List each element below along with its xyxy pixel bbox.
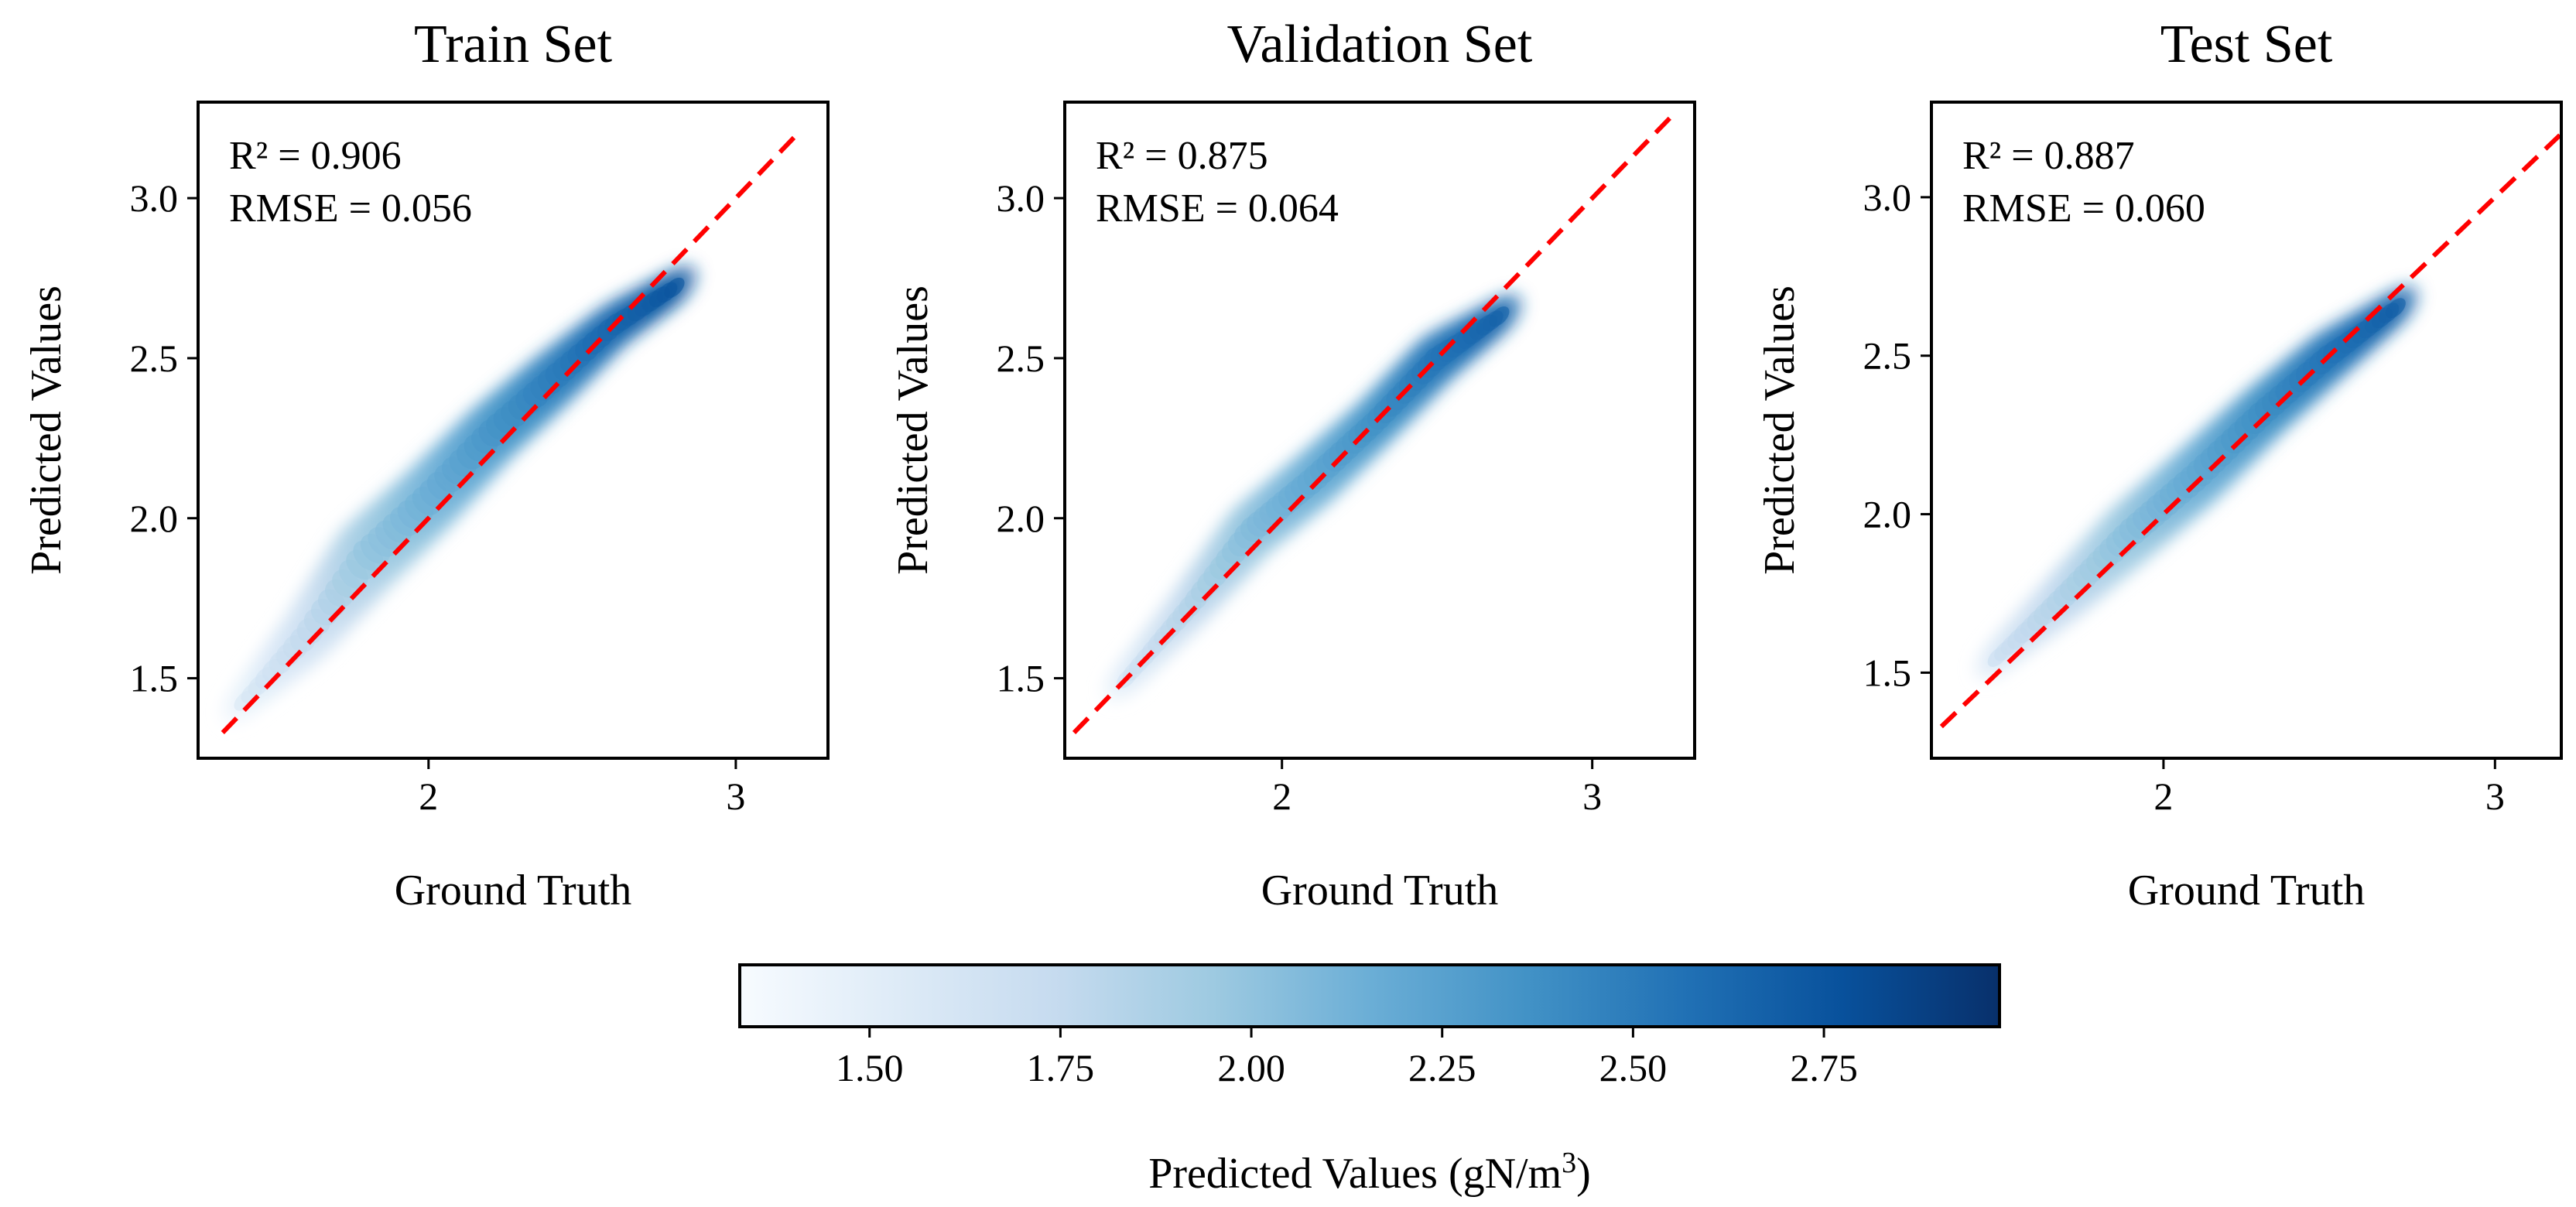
y-axis-label: Predicted Values bbox=[22, 286, 70, 575]
colorbar-frame bbox=[738, 963, 2001, 1028]
density-core bbox=[2385, 298, 2406, 319]
panel-title: Test Set bbox=[2160, 15, 2333, 74]
colorbar-tick-label: 2.75 bbox=[1790, 1046, 1858, 1089]
y-tick-label: 3.0 bbox=[1863, 176, 1912, 219]
colorbar-fill bbox=[740, 965, 2000, 1027]
rmse-annotation: RMSE = 0.056 bbox=[229, 186, 472, 231]
density-core bbox=[664, 277, 685, 299]
r2-annotation: R² = 0.887 bbox=[1962, 134, 2135, 178]
colorbar-tick-label: 2.25 bbox=[1408, 1046, 1476, 1089]
plot-frame bbox=[1930, 101, 2563, 760]
colorbar-tick-label: 1.75 bbox=[1027, 1046, 1095, 1089]
x-axis-label: Ground Truth bbox=[1261, 867, 1499, 915]
r2-annotation: R² = 0.906 bbox=[229, 134, 402, 178]
panel-title: Train Set bbox=[414, 15, 613, 74]
plot-frame bbox=[197, 101, 830, 760]
y-tick-label: 2.5 bbox=[997, 337, 1045, 380]
y-tick-label: 2.5 bbox=[130, 337, 179, 380]
panel-2: 2 3 1.5 2.0 2.5 3.0 Validation Set Ground Truth… bbox=[889, 15, 1696, 915]
x-axis-label: Ground Truth bbox=[395, 867, 632, 915]
colorbar-tick-label: 1.50 bbox=[836, 1046, 904, 1089]
colorbar-tick-label: 2.50 bbox=[1599, 1046, 1668, 1089]
y-tick-label: 3.0 bbox=[997, 176, 1045, 220]
rmse-annotation: RMSE = 0.064 bbox=[1096, 186, 1339, 231]
x-tick-label: 3 bbox=[726, 774, 745, 818]
panel-3: 2 3 1.5 2.0 2.5 3.0 Test Set Ground Truth Predic… bbox=[1756, 15, 2563, 915]
density-cloud bbox=[1974, 284, 2420, 681]
panel-1: 2 3 1.5 2.0 2.5 3.0 Train Set Ground Truth Predi… bbox=[22, 15, 830, 915]
colorbar-tick-label: 2.00 bbox=[1217, 1046, 1285, 1089]
density-core bbox=[1489, 306, 1510, 327]
x-tick-label: 2 bbox=[1272, 774, 1291, 818]
identity-reference-line bbox=[1939, 132, 2561, 729]
x-tick-label: 3 bbox=[2485, 774, 2505, 818]
identity-reference-line bbox=[221, 132, 799, 734]
y-tick-label: 3.0 bbox=[130, 176, 179, 220]
x-tick-label: 2 bbox=[2154, 774, 2173, 818]
identity-reference-line bbox=[1072, 116, 1672, 734]
x-tick-label: 2 bbox=[419, 774, 438, 818]
colorbar-label: Predicted Values (gN/m3) bbox=[1148, 1147, 1591, 1198]
y-tick-label: 1.5 bbox=[130, 657, 179, 700]
rmse-annotation: RMSE = 0.060 bbox=[1962, 186, 2205, 231]
y-tick-label: 2.0 bbox=[130, 497, 179, 540]
plot-frame bbox=[1063, 101, 1696, 760]
density-cloud bbox=[220, 264, 699, 725]
density-cloud bbox=[1103, 292, 1523, 703]
y-tick-label: 2.0 bbox=[997, 497, 1045, 540]
x-tick-label: 3 bbox=[1582, 774, 1602, 818]
r2-annotation: R² = 0.875 bbox=[1096, 134, 1268, 178]
panel-title: Validation Set bbox=[1227, 15, 1533, 74]
y-tick-label: 2.5 bbox=[1863, 334, 1912, 378]
y-tick-label: 1.5 bbox=[997, 657, 1045, 700]
y-tick-label: 2.0 bbox=[1863, 493, 1912, 536]
x-axis-label: Ground Truth bbox=[2128, 867, 2366, 915]
y-axis-label: Predicted Values bbox=[889, 286, 937, 575]
y-tick-label: 1.5 bbox=[1863, 651, 1912, 694]
colorbar: 1.50 1.75 2.00 2.25 2.50 2.75 Predicted Value… bbox=[738, 963, 2001, 1198]
y-axis-label: Predicted Values bbox=[1756, 286, 1804, 575]
